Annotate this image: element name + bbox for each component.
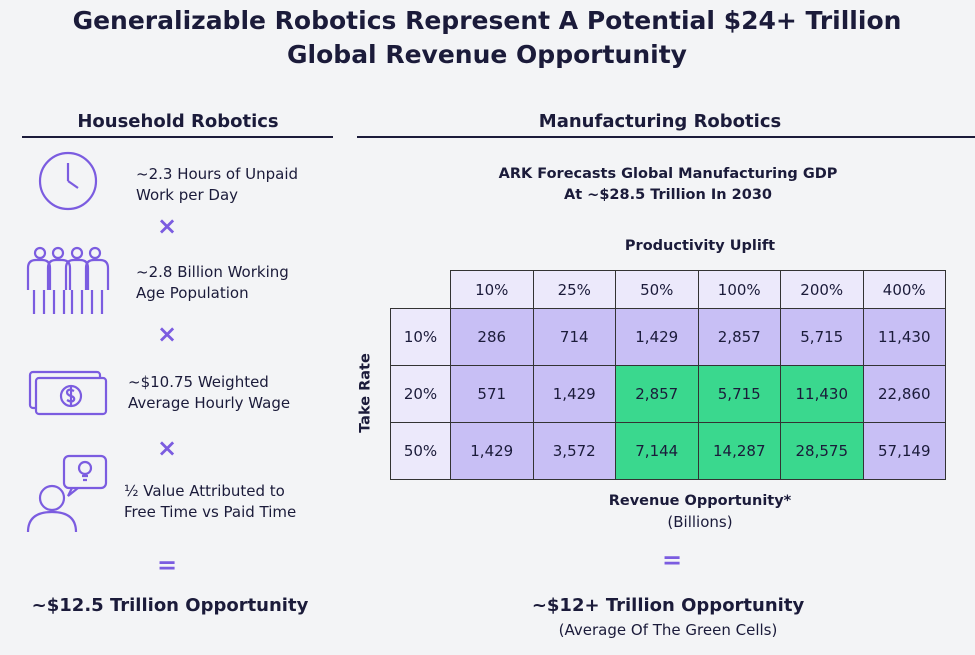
title-line: Generalizable Robotics Represent A Poten… <box>72 6 902 35</box>
table-cell: 7,144 <box>615 422 699 480</box>
row-label: 20% <box>390 365 451 423</box>
household-result: ~$12.5 Trillion Opportunity <box>31 595 309 616</box>
section-heading: Household Robotics <box>77 111 279 132</box>
row-label: 50% <box>390 422 451 480</box>
heading-rule <box>357 136 975 138</box>
multiply-sign: × <box>156 434 178 462</box>
result-note: (Average Of The Green Cells) <box>558 621 778 639</box>
subtitle: ARK Forecasts Global Manufacturing GDP At… <box>498 166 838 203</box>
heading-rule <box>22 136 333 138</box>
column-label: 10% <box>450 270 534 309</box>
factor: ~2.8 Billion Working Age Population <box>136 263 289 302</box>
column-label: 50% <box>615 270 699 309</box>
table-cell: 1,429 <box>450 422 534 480</box>
title-line: Global Revenue Opportunity <box>287 40 687 69</box>
table-cell: 1,429 <box>532 365 616 423</box>
equals-sign: = <box>661 546 683 574</box>
column-header: Productivity Uplift <box>624 238 776 254</box>
factor: ½ Value Attributed to Free Time vs Paid T… <box>124 482 297 521</box>
equals-sign: = <box>156 551 178 579</box>
table-cell: 286 <box>450 308 534 366</box>
table-cell: 5,715 <box>697 365 781 423</box>
column-label: 400% <box>862 270 946 309</box>
row-label: 10% <box>390 308 451 366</box>
section-heading: Manufacturing Robotics <box>538 111 782 132</box>
multiply-sign: × <box>156 212 178 240</box>
table-cell: 571 <box>450 365 534 423</box>
table-cell: 22,860 <box>862 365 946 423</box>
table-cell: 14,287 <box>697 422 781 480</box>
table-cell: 57,149 <box>862 422 946 480</box>
multiply-sign: × <box>156 320 178 348</box>
column-label: 25% <box>532 270 616 309</box>
row-header: Take Rate <box>357 353 374 433</box>
money-icon <box>28 370 108 416</box>
factor: ~$10.75 Weighted Average Hourly Wage <box>128 373 291 412</box>
manufacturing-result: ~$12+ Trillion Opportunity <box>531 595 805 616</box>
factor: ~2.3 Hours of Unpaid Work per Day <box>136 165 299 204</box>
table-cell: 3,572 <box>532 422 616 480</box>
table-cell: 28,575 <box>780 422 864 480</box>
population-icon <box>26 246 110 314</box>
table-cell: 11,430 <box>780 365 864 423</box>
column-label: 100% <box>697 270 781 309</box>
table-cell: 1,429 <box>615 308 699 366</box>
table-caption: Revenue Opportunity* <box>608 493 792 509</box>
column-label: 200% <box>780 270 864 309</box>
table-cell: 2,857 <box>615 365 699 423</box>
table-cell: 5,715 <box>780 308 864 366</box>
table-cell: 2,857 <box>697 308 781 366</box>
table-cell: 714 <box>532 308 616 366</box>
table-cell: 11,430 <box>862 308 946 366</box>
table-unit: (Billions) <box>667 513 733 531</box>
thinking-person-icon <box>26 454 108 533</box>
clock-icon <box>38 151 98 211</box>
